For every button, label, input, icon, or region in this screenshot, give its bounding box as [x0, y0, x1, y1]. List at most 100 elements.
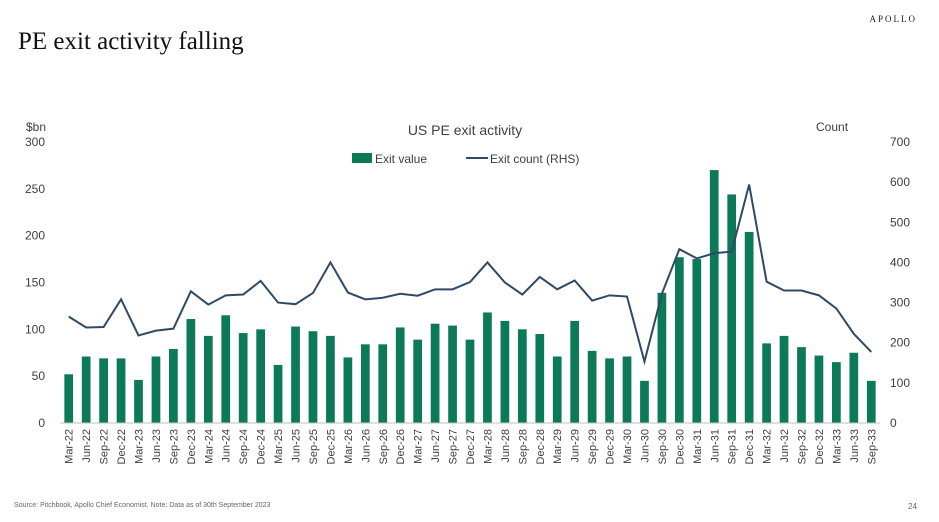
exit-value-bar: [622, 356, 632, 423]
exit-value-bar: [256, 329, 265, 423]
x-tick-label: Dec-31: [744, 429, 756, 464]
exit-activity-chart: US PE exit activity $bn Count Exit value…: [25, 120, 910, 464]
x-tick-label: Mar-32: [762, 429, 774, 464]
exit-value-bar: [744, 231, 754, 423]
exit-value-bar: [832, 362, 841, 423]
x-tick-label: Jun-24: [221, 429, 233, 463]
exit-value-bar: [552, 356, 562, 423]
left-tick-label: 200: [25, 229, 45, 243]
legend-line-label: Exit count (RHS): [490, 152, 579, 166]
x-axis-labels: Mar-22 Jun-22 Sep-22 Dec-22 Mar-23 Jun-23 Sep-…: [64, 429, 879, 464]
brand-logo: APOLLO: [869, 14, 917, 24]
x-tick-label: Sep-24: [238, 429, 250, 464]
exit-value-bar: [99, 358, 108, 423]
x-tick-label: Sep-32: [796, 429, 808, 464]
x-tick-label: Jun-32: [779, 429, 791, 463]
exit-value-bar: [709, 170, 719, 423]
x-tick-label: Dec-29: [605, 429, 617, 464]
x-tick-label: Jun-29: [570, 429, 582, 463]
x-tick-label: Mar-31: [692, 429, 704, 464]
legend: Exit value Exit count (RHS): [352, 152, 579, 166]
exit-value-bar: [308, 331, 318, 423]
exit-value-bar: [675, 257, 684, 423]
right-tick-label: 200: [890, 336, 910, 350]
x-tick-label: Dec-24: [256, 429, 268, 464]
exit-value-bar: [116, 358, 126, 423]
exit-value-bar: [134, 379, 143, 423]
right-tick-label: 700: [890, 135, 910, 149]
legend-bar-swatch: [352, 153, 372, 163]
exit-value-bar: [640, 380, 649, 423]
x-tick-label: Mar-22: [64, 429, 76, 464]
x-tick-label: Mar-28: [482, 429, 494, 464]
legend-bar-label: Exit value: [375, 152, 427, 166]
x-tick-label: Sep-28: [517, 429, 529, 464]
exit-value-bar: [779, 335, 789, 423]
exit-value-bar: [378, 344, 388, 423]
x-tick-label: Mar-27: [413, 429, 425, 464]
exit-value-bar: [517, 329, 527, 423]
exit-value-bar: [849, 352, 859, 423]
right-tick-label: 0: [890, 416, 897, 430]
page-title: PE exit activity falling: [18, 28, 244, 55]
x-tick-label: Sep-29: [587, 429, 599, 464]
exit-value-bar: [413, 339, 423, 423]
right-axis-unit: Count: [816, 120, 849, 134]
exit-value-bar: [448, 325, 457, 423]
exit-value-bar: [221, 315, 231, 423]
exit-value-bar: [273, 364, 283, 423]
exit-value-bar: [866, 380, 876, 423]
x-tick-label: Sep-25: [308, 429, 320, 464]
x-tick-label: Dec-22: [116, 429, 128, 464]
right-tick-label: 100: [890, 376, 910, 390]
x-tick-label: Jun-22: [81, 429, 93, 463]
x-tick-label: Dec-32: [814, 429, 826, 464]
left-tick-label: 300: [25, 135, 45, 149]
page-number: 24: [908, 502, 917, 511]
x-tick-label: Sep-31: [727, 429, 739, 464]
exit-value-bar: [483, 312, 492, 423]
exit-value-bar: [395, 327, 405, 423]
x-tick-label: Mar-33: [831, 429, 843, 464]
x-tick-label: Jun-28: [500, 429, 512, 463]
x-tick-label: Jun-33: [849, 429, 861, 463]
right-tick-label: 500: [890, 215, 910, 229]
left-tick-label: 50: [32, 369, 46, 383]
exit-value-bar: [814, 355, 824, 423]
x-tick-label: Dec-30: [674, 429, 686, 464]
exit-value-bar: [326, 335, 335, 423]
right-tick-label: 400: [890, 255, 910, 269]
left-axis-unit: $bn: [26, 120, 46, 134]
exit-value-bar: [186, 319, 196, 423]
x-tick-label: Jun-26: [360, 429, 372, 463]
x-tick-label: Jun-31: [709, 429, 721, 463]
exit-value-bar: [360, 344, 370, 423]
x-tick-label: Sep-27: [448, 429, 460, 464]
exit-value-bar: [465, 339, 475, 423]
x-tick-label: Jun-30: [639, 429, 651, 463]
exit-value-bar: [535, 334, 545, 423]
exit-value-bar: [430, 323, 440, 423]
exit-value-bar: [797, 347, 806, 423]
x-tick-label: Sep-26: [378, 429, 390, 464]
left-tick-label: 0: [38, 416, 45, 430]
source-note: Source: Pitchbook, Apollo Chief Economis…: [14, 502, 271, 509]
exit-value-bar: [570, 320, 580, 423]
x-tick-label: Jun-23: [151, 429, 163, 463]
exit-value-bar: [343, 357, 353, 423]
exit-count-line: [68, 184, 872, 366]
x-tick-label: Sep-30: [657, 429, 669, 464]
x-tick-label: Sep-23: [168, 429, 180, 464]
x-tick-label: Jun-25: [291, 429, 303, 463]
left-tick-label: 100: [25, 322, 45, 336]
x-tick-label: Sep-33: [866, 429, 878, 464]
x-tick-label: Dec-27: [465, 429, 477, 464]
exit-value-bar: [203, 335, 213, 423]
chart-title: US PE exit activity: [408, 122, 522, 138]
right-axis-ticks: 0 100 200 300 400 500 600 700: [890, 135, 910, 430]
exit-value-bar: [291, 326, 300, 423]
exit-value-bar: [81, 356, 91, 423]
x-tick-label: Dec-23: [186, 429, 198, 464]
exit-value-bar: [727, 194, 737, 423]
exit-value-bar: [238, 333, 248, 423]
